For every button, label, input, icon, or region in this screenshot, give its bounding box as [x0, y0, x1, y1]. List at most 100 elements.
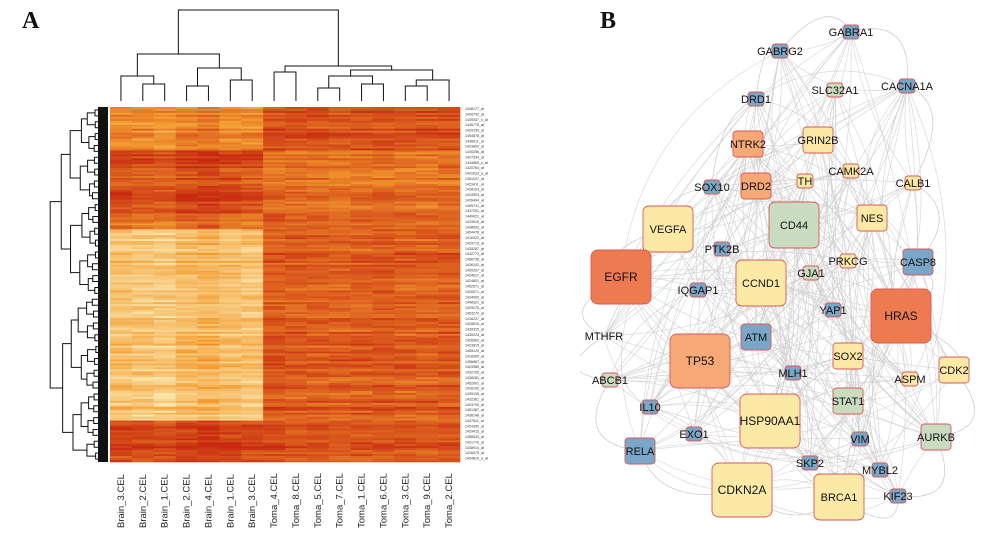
heatmap-column-label: Brain_4.CEL: [203, 474, 214, 528]
network-node-drd1[interactable]: DRD1: [741, 91, 771, 107]
network-node-casp8[interactable]: CASP8: [900, 248, 936, 276]
network-node-cd44[interactable]: CD44: [768, 201, 820, 249]
heatmap-row-label: 1439136_at: [465, 392, 484, 396]
heatmap-cells: [110, 107, 461, 463]
heatmap-row-label: 1456736_at: [465, 258, 484, 262]
network-node-ccnd1[interactable]: CCND1: [735, 259, 787, 307]
network-node-slc32a1[interactable]: SLC32A1: [811, 82, 859, 98]
network-node-sox10[interactable]: SOX10: [694, 179, 730, 195]
network-node-drd2[interactable]: DRD2: [740, 172, 772, 200]
heatmap-row-label: 1440256_at: [465, 150, 484, 154]
network-node-abcb1[interactable]: ABCB1: [592, 372, 628, 388]
network-node-label: SOX2: [833, 351, 862, 363]
network-node-label: IL10: [639, 402, 660, 414]
heatmap-column-label: Toma_7.CEL: [335, 473, 346, 528]
network-node-ntrk2[interactable]: NTRK2: [730, 130, 766, 158]
network-node-label: CALB1: [896, 178, 931, 190]
heatmap-column-label: Brain_1.CEL: [160, 474, 171, 528]
network-node-label: GABRA1: [829, 27, 874, 39]
heatmap-row-label: 1454478_at: [465, 231, 484, 235]
network-node-iqgap1[interactable]: IQGAP1: [678, 282, 719, 298]
heatmap-row-label: 1416475_at: [465, 451, 484, 455]
network-node-vegfa[interactable]: VEGFA: [642, 205, 694, 253]
network-node-atm[interactable]: ATM: [740, 323, 772, 351]
heatmap-row-label: 1437291_at: [465, 209, 484, 213]
network-node-label: TH: [798, 176, 813, 188]
heatmap-row-label: 1428193_at: [465, 188, 484, 192]
network-node-label: CD44: [780, 220, 808, 232]
panel-a-label: A: [22, 8, 40, 34]
heatmap-row-label: 1424617_at: [465, 274, 484, 278]
network-node-label: ASPM: [894, 374, 925, 386]
network-node-skp2[interactable]: SKP2: [796, 455, 824, 471]
heatmap-row-label: 1436776_at: [465, 123, 484, 127]
network-node-prkcg[interactable]: PRKCG: [828, 253, 868, 269]
network-node-th[interactable]: TH: [796, 173, 814, 189]
heatmap-row-label: 1452001_at: [465, 381, 484, 385]
network-node-sox2[interactable]: SOX2: [832, 342, 864, 370]
network-node-aurkb[interactable]: AURKB: [917, 423, 955, 451]
network-node-ptk2b[interactable]: PTK2B: [705, 241, 740, 257]
network-node-gja1[interactable]: GJA1: [797, 265, 825, 281]
network-node-label: CAMK2A: [828, 166, 874, 178]
heatmap-row-label: 1425287_at: [465, 247, 484, 251]
network-node-label: VEGFA: [650, 224, 687, 236]
network-node-kif23[interactable]: KIF23: [883, 488, 913, 504]
heatmap-row-label: 1419503_at: [465, 193, 484, 197]
network-node-mthfr[interactable]: MTHFR: [585, 331, 624, 343]
heatmap-column-label: Brain_1.CEL: [225, 474, 236, 528]
network-node-label: KIF23: [883, 491, 912, 503]
network-node-egfr[interactable]: EGFR: [590, 249, 652, 305]
heatmap-row-label: 1432361_at: [465, 398, 484, 402]
network-node-yap1[interactable]: YAP1: [819, 302, 847, 318]
heatmap-row-label: 1423815_at: [465, 344, 484, 348]
network-node-vim[interactable]: VIM: [850, 431, 870, 447]
heatmap-row-label: 1436142_at: [465, 263, 484, 267]
heatmap-row-label: 1416237_at: [465, 317, 484, 321]
heatmap-column-label: Toma_5.CEL: [313, 473, 324, 528]
network-node-mlh1[interactable]: MLH1: [778, 365, 808, 381]
network-node-label: GABRG2: [757, 46, 803, 58]
network-node-label: CASP8: [900, 257, 936, 269]
network-node-mybl2[interactable]: MYBL2: [862, 462, 898, 478]
network-node-label: STAT1: [832, 396, 865, 408]
heatmap-row-label: 1426562_at: [465, 338, 484, 342]
network-node-label: PTK2B: [705, 244, 740, 256]
heatmap-row-label: 1439325_at: [465, 328, 484, 332]
network-node-label: SOX10: [694, 182, 729, 194]
heatmap-row-label: 1416322_at: [465, 236, 484, 240]
network-node-gabra1[interactable]: GABRA1: [829, 24, 874, 40]
network-node-label: HSP90AA1: [740, 414, 801, 428]
heatmap-column-label: Brain_2.CEL: [182, 474, 193, 528]
network-node-label: VIM: [850, 434, 870, 446]
network-node-aspm[interactable]: ASPM: [894, 371, 926, 387]
heatmap-column-label: Brain_3.CEL: [116, 474, 127, 528]
network-node-gabrg2[interactable]: GABRG2: [757, 43, 803, 59]
heatmap-row-label: 1432773_at: [465, 252, 484, 256]
network-node-tp53[interactable]: TP53: [669, 333, 731, 389]
network-node-rela[interactable]: RELA: [624, 437, 656, 465]
network-node-calb1[interactable]: CALB1: [896, 175, 931, 191]
heatmap-row-label: 1452571_at: [465, 285, 484, 289]
heatmap-row-label: 1438281_at: [465, 376, 484, 380]
network-node-label: SKP2: [796, 458, 824, 470]
network-node-brca1[interactable]: BRCA1: [813, 473, 865, 521]
network-node-label: DRD1: [741, 94, 771, 106]
heatmap-row-label: 1426071_at: [465, 290, 484, 294]
network-node-il10[interactable]: IL10: [639, 399, 661, 415]
network-node-hsp90aa1[interactable]: HSP90AA1: [739, 393, 801, 449]
heatmap-row-label: 1451287_at: [465, 408, 484, 412]
network-node-hras[interactable]: HRAS: [870, 288, 932, 344]
heatmap-row-label: 1424350_at: [465, 424, 484, 428]
network-node-exo1[interactable]: EXO1: [679, 426, 709, 442]
heatmap-row-label: 1423790_at: [465, 403, 484, 407]
network-node-cdkn2a[interactable]: CDKN2A: [711, 462, 773, 518]
heatmap-column-labels: Brain_3.CEL Brain_2.CEL Brain_1.CEL Brain_2…: [116, 473, 455, 528]
network-node-camk2a[interactable]: CAMK2A: [828, 163, 874, 179]
network-node-cacna1a[interactable]: CACNA1A: [881, 78, 934, 94]
network-node-stat1[interactable]: STAT1: [832, 387, 865, 415]
network-node-nes[interactable]: NES: [856, 204, 888, 232]
network-node-cdk2[interactable]: CDK2: [938, 356, 970, 384]
heatmap-row-label: 1448321_at: [465, 301, 484, 305]
network-node-grin2b[interactable]: GRIN2B: [798, 126, 839, 154]
